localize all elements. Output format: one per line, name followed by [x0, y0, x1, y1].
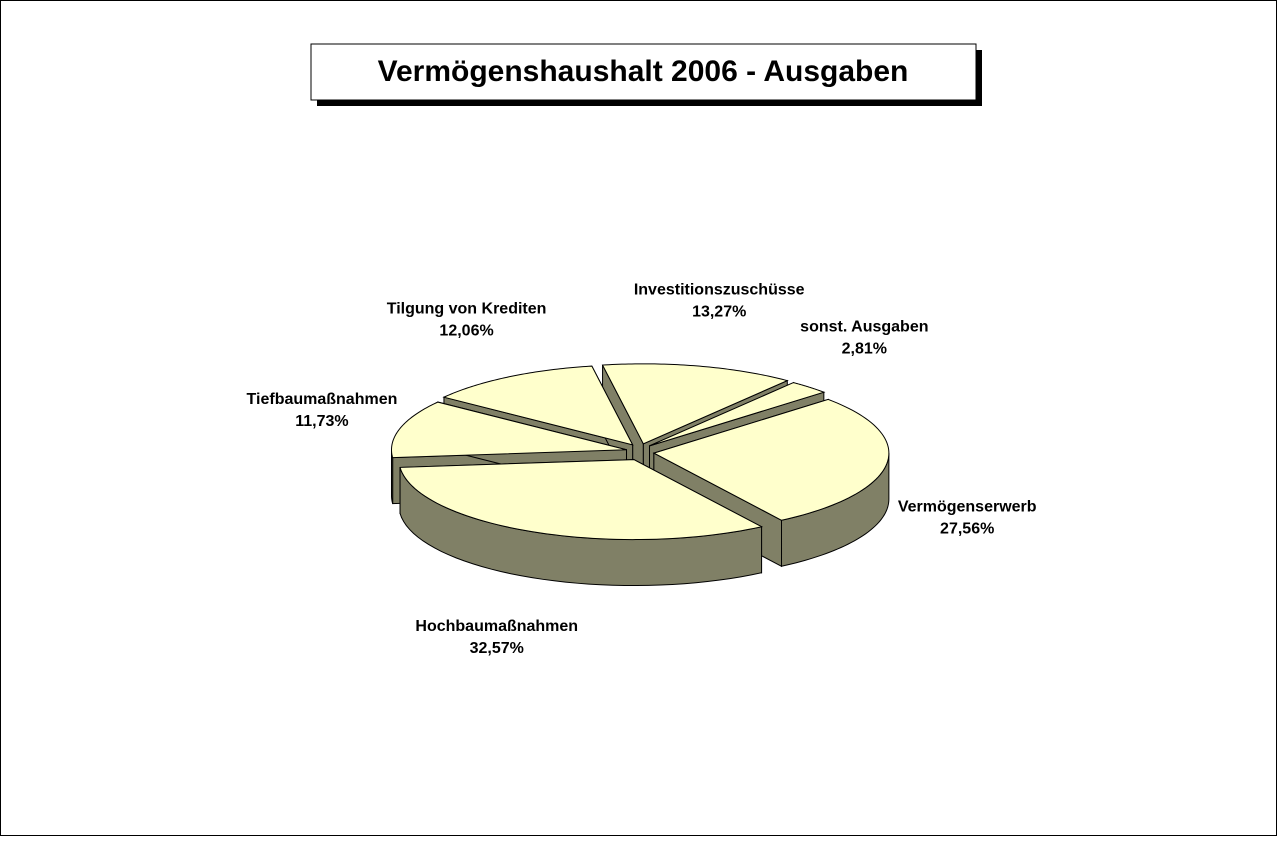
slice-value-label: 32,57% — [470, 640, 524, 657]
slice-top — [442, 365, 634, 446]
slice-label: Hochbaumaßnahmen — [415, 618, 578, 635]
slice-top — [652, 398, 890, 521]
slice-top — [391, 401, 627, 459]
slice-top — [601, 363, 789, 445]
slice-label: Tilgung von Krediten — [387, 300, 547, 317]
pie-slice — [399, 458, 764, 587]
slice-value-label: 13,27% — [692, 304, 746, 321]
slice-label: Tiefbaumaßnahmen — [247, 391, 398, 408]
slice-top — [649, 382, 826, 447]
slice-top — [399, 459, 764, 541]
slice-value-label: 12,06% — [439, 322, 493, 339]
slice-label: Investitionszuschüsse — [634, 282, 805, 299]
slice-label: sonst. Ausgaben — [800, 319, 928, 336]
slice-value-label: 2,81% — [842, 341, 887, 358]
title-box — [310, 43, 977, 101]
slice-value-label: 27,56% — [940, 520, 994, 537]
slice-label: Vermögenserwerb — [898, 498, 1037, 515]
chart-title: Vermögenshaushalt 2006 - Ausgaben — [378, 55, 909, 88]
slice-value-label: 11,73% — [295, 413, 348, 430]
